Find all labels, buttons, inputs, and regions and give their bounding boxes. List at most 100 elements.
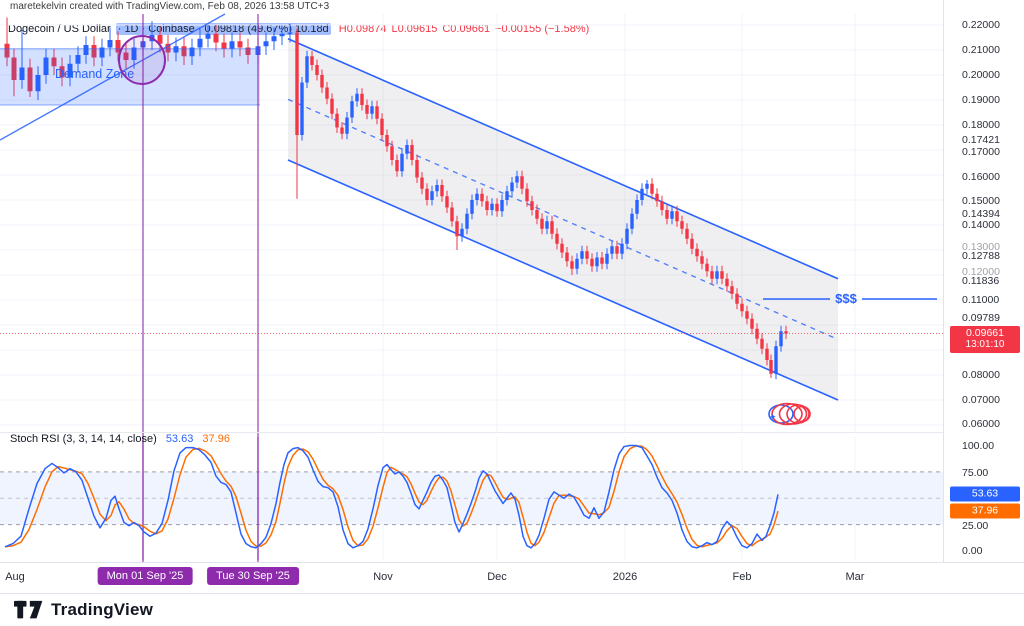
candle-body <box>115 40 121 53</box>
candle-body <box>375 106 379 119</box>
candle-body <box>420 177 424 189</box>
candle-body <box>605 253 609 264</box>
price-axis-label: 0.17421 <box>962 134 1000 146</box>
price-axis-label: 0.12788 <box>962 250 1000 262</box>
candle-body <box>435 185 439 192</box>
candle-body <box>205 33 211 39</box>
candle-body <box>345 117 349 134</box>
candle-body <box>263 41 269 47</box>
price-chart-canvas[interactable]: Demand Zone $$$ ✦ <box>0 0 943 562</box>
time-axis-label: Feb <box>732 571 752 583</box>
price-axis-label: 0.18000 <box>962 119 1000 131</box>
candle-body <box>99 47 105 58</box>
candle-body <box>525 188 529 202</box>
circle-drawing <box>118 35 166 85</box>
candle-body <box>300 82 304 135</box>
candle-body <box>189 47 195 57</box>
price-axis-label: 0.07000 <box>962 394 1000 406</box>
price-axis-label: 0.14000 <box>962 219 1000 231</box>
candle-body <box>774 346 778 374</box>
candle-body <box>610 246 614 254</box>
stoch-d-line <box>4 445 779 548</box>
candle-body <box>615 246 619 254</box>
candle-body <box>765 348 769 360</box>
candle-body <box>385 135 389 147</box>
symbol-title: Dogecoin / US Dollar <box>8 23 111 35</box>
candle-body <box>625 228 629 244</box>
dollars-target-line[interactable]: $$$ <box>763 291 937 306</box>
candle-body <box>11 57 17 80</box>
pane-separator[interactable] <box>0 432 943 433</box>
candle-body <box>4 43 10 58</box>
candle-body <box>43 57 49 75</box>
candle-body <box>725 278 729 287</box>
candle-body <box>630 213 634 229</box>
channel-top-line <box>287 38 839 280</box>
candle-body <box>107 40 113 48</box>
candle-body <box>480 193 484 202</box>
candle-body <box>510 182 514 192</box>
candle-body <box>585 251 589 259</box>
candle-body <box>360 93 364 105</box>
stoch-axis-label: 0.00 <box>962 545 983 557</box>
candle-body <box>355 93 359 102</box>
cluster-ellipse <box>793 405 811 423</box>
candle-body <box>735 293 739 304</box>
candle-body <box>340 127 344 134</box>
stoch-rsi-title: Stoch RSI (3, 3, 14, 14, close) <box>10 433 157 445</box>
channel-mid-line <box>287 98 839 340</box>
candle-body <box>665 210 669 219</box>
date-marker-badge[interactable]: Mon 01 Sep '25 <box>97 567 193 585</box>
symbol-legend[interactable]: Dogecoin / US Dollar · 1D · Coinbase · 0.… <box>8 23 594 35</box>
candle-body <box>295 32 299 135</box>
price-axis-label: 0.11836 <box>962 275 1000 287</box>
candle-body <box>485 201 489 210</box>
cluster-ellipse <box>778 403 808 425</box>
candle-body <box>221 42 227 49</box>
candle-body <box>425 188 429 200</box>
candle-body <box>760 338 764 349</box>
price-axis-label: 0.22000 <box>962 19 1000 31</box>
sparkle-icon: ✦ <box>769 412 777 422</box>
candle-body <box>279 33 285 37</box>
candle-body <box>410 145 414 160</box>
candle-body <box>315 65 319 75</box>
candle-body <box>59 66 65 78</box>
candle-body <box>620 243 624 254</box>
candle-body <box>530 201 534 210</box>
candle-body <box>455 221 459 237</box>
tradingview-logo-icon[interactable] <box>14 599 44 621</box>
dollars-label: $$$ <box>835 291 857 306</box>
date-marker-badge[interactable]: Tue 30 Sep '25 <box>207 567 299 585</box>
ellipse-cluster-drawing[interactable]: ✦ <box>768 402 811 426</box>
candle-body <box>245 47 251 55</box>
stoch-rsi-legend[interactable]: Stoch RSI (3, 3, 14, 14, close) 53.63 37… <box>10 433 236 445</box>
candle-body <box>490 203 494 210</box>
demand-zone-label: Demand Zone <box>55 67 134 81</box>
time-axis-label: Mar <box>845 571 865 583</box>
demand-zone-drawing[interactable]: Demand Zone <box>0 48 260 106</box>
stoch-band <box>0 471 943 525</box>
stoch-k-axis-tag: 53.63 <box>950 486 1020 502</box>
price-axis-scale[interactable]: 0.09661 13:01:10 53.63 37.96 0.22000 0.21… <box>943 0 1024 562</box>
price-axis-label: 0.20000 <box>962 69 1000 81</box>
attribution-watermark: maretekelvin created with TradingView.co… <box>10 1 330 12</box>
candle-body <box>350 101 354 118</box>
candle-body <box>475 193 479 200</box>
candle-body <box>123 52 129 60</box>
candle-body <box>595 257 599 267</box>
candle-body <box>715 271 719 279</box>
candle-body <box>695 248 699 257</box>
candle-body <box>465 213 469 229</box>
stoch-d-value: 37.96 <box>202 433 230 445</box>
tradingview-brand-text[interactable]: TradingView <box>51 600 154 619</box>
candle-body <box>535 210 539 219</box>
candle-body <box>310 56 314 65</box>
stoch-rsi-canvas[interactable] <box>0 0 943 562</box>
candle-body <box>395 160 399 172</box>
time-axis-scale[interactable]: Aug Nov Dec 2026 Feb Mar Mon 01 Sep '25 Tue 30 … <box>0 562 1024 593</box>
candle-body <box>287 32 293 34</box>
candle-body <box>197 38 203 48</box>
candle-body <box>730 286 734 294</box>
